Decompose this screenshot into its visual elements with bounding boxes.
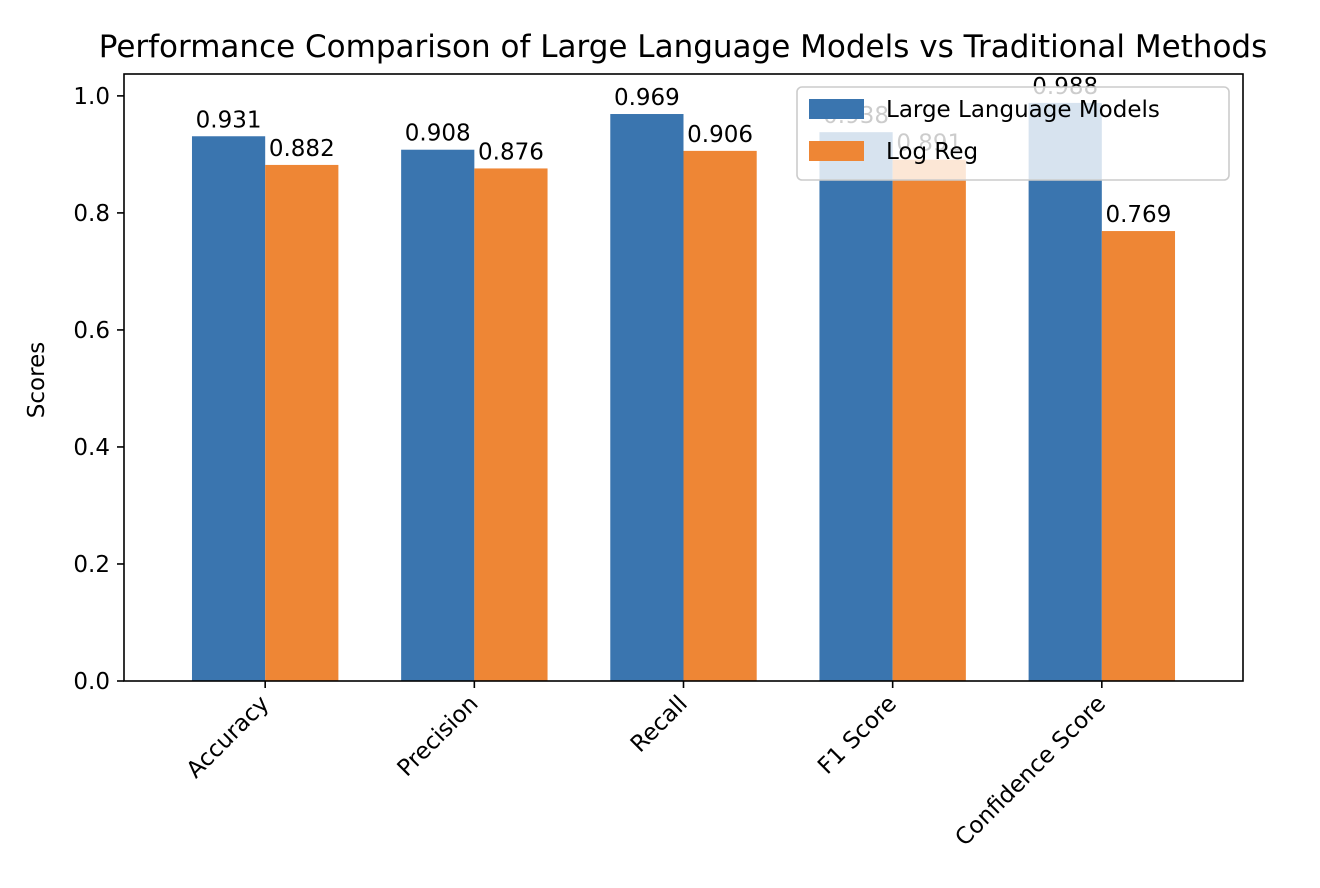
value-label-log-reg-confidence-score: 0.769 — [1105, 202, 1171, 228]
y-tick-label: 0.6 — [73, 318, 110, 344]
bars-layer — [191, 102, 1176, 682]
y-tick-label: 0.0 — [73, 669, 110, 695]
bar-log-reg-recall — [683, 150, 757, 681]
value-label-large-language-models-accuracy: 0.931 — [196, 107, 262, 133]
y-tick-label: 1.0 — [73, 84, 110, 110]
value-label-log-reg-accuracy: 0.882 — [269, 136, 335, 162]
bar-log-reg-precision — [474, 168, 548, 681]
x-tick-label-accuracy: Accuracy — [182, 691, 275, 784]
bar-large-language-models-accuracy — [191, 136, 266, 681]
bar-large-language-models-f1-score — [819, 132, 893, 681]
legend-swatch-large-language-models — [809, 99, 864, 119]
bar-log-reg-accuracy — [265, 164, 339, 681]
legend-swatch-log-reg — [809, 141, 864, 161]
value-label-large-language-models-precision: 0.908 — [405, 121, 471, 147]
value-label-large-language-models-recall: 0.969 — [614, 85, 680, 111]
bar-large-language-models-recall — [610, 114, 684, 681]
x-tick-label-recall: Recall — [626, 691, 693, 758]
legend-label-log-reg: Log Reg — [886, 139, 978, 165]
value-label-log-reg-recall: 0.906 — [687, 122, 753, 148]
chart-title: Performance Comparison of Large Language… — [99, 29, 1268, 65]
x-tick-label-confidence-score: Confidence Score — [951, 691, 1112, 852]
bar-log-reg-confidence-score — [1101, 231, 1176, 682]
y-axis-label: Scores — [24, 342, 50, 418]
legend-box — [796, 86, 1230, 181]
bar-large-language-models-confidence-score — [1028, 102, 1102, 681]
bar-log-reg-f1-score — [892, 159, 966, 681]
bar-large-language-models-precision — [401, 149, 475, 681]
x-tick-label-f1-score: F1 Score — [813, 691, 902, 780]
x-tick-label-precision: Precision — [393, 691, 484, 782]
value-label-log-reg-precision: 0.876 — [478, 139, 544, 165]
y-tick-label: 0.4 — [73, 435, 110, 461]
y-tick-label: 0.2 — [73, 552, 110, 578]
y-tick-label: 0.8 — [73, 201, 110, 227]
legend-label-large-language-models: Large Language Models — [886, 97, 1160, 123]
legend: Large Language Models Log Reg — [796, 86, 1230, 181]
